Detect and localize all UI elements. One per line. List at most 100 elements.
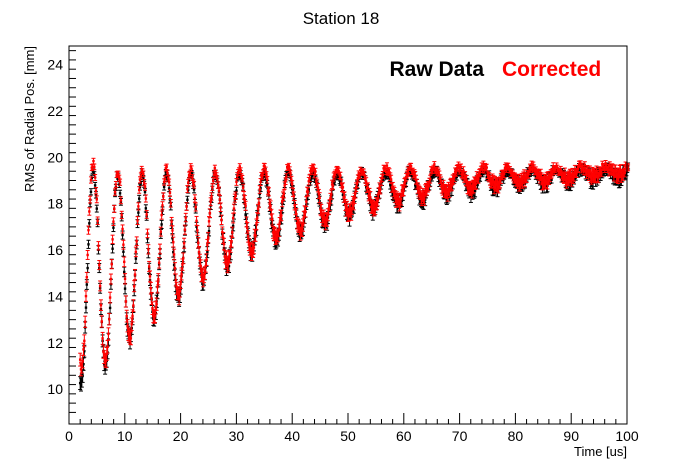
- data-point: [195, 225, 200, 236]
- data-point: [143, 194, 148, 203]
- data-point: [197, 245, 202, 259]
- data-point: [159, 210, 164, 220]
- data-point: [240, 175, 245, 183]
- data-point: [83, 290, 88, 302]
- data-point: [93, 174, 98, 181]
- data-point: [184, 202, 189, 211]
- data-point: [167, 188, 172, 197]
- data-point: [94, 204, 99, 213]
- data-point: [97, 259, 102, 271]
- data-point: [173, 273, 178, 287]
- data-point: [99, 315, 104, 328]
- data-point: [162, 175, 167, 183]
- y-tick-label: 24: [47, 57, 63, 73]
- data-point: [180, 258, 185, 271]
- data-point: [159, 219, 164, 230]
- data-point: [106, 327, 111, 341]
- data-point: [96, 241, 101, 251]
- data-point: [161, 192, 166, 201]
- data-point: [305, 187, 310, 197]
- data-point: [85, 250, 90, 260]
- data-point: [135, 216, 140, 226]
- data-point: [307, 174, 312, 183]
- x-tick-label: 90: [563, 428, 579, 444]
- data-point: [327, 199, 332, 211]
- data-point: [210, 183, 215, 191]
- data-point: [207, 225, 212, 237]
- data-point: [234, 186, 239, 195]
- y-tick-label: 18: [47, 196, 63, 212]
- data-point: [167, 184, 172, 193]
- data-point: [329, 189, 334, 200]
- data-point: [244, 216, 249, 228]
- data-point: [178, 275, 183, 289]
- data-point: [95, 216, 100, 226]
- data-point: [83, 301, 88, 314]
- data-point: [123, 282, 128, 295]
- y-tick-label: 12: [47, 335, 63, 351]
- data-point: [143, 183, 148, 191]
- data-point: [113, 188, 118, 196]
- data-point: [289, 175, 294, 184]
- data-point: [194, 215, 199, 226]
- data-point: [170, 225, 175, 236]
- y-tick-label: 16: [47, 242, 63, 258]
- data-point: [142, 179, 147, 187]
- data-point: [614, 169, 619, 183]
- data-point: [156, 273, 161, 286]
- data-point: [88, 195, 93, 204]
- data-point: [233, 191, 238, 200]
- data-point: [82, 334, 87, 348]
- data-point: [219, 214, 224, 226]
- data-point: [86, 239, 91, 249]
- data-point: [107, 312, 112, 326]
- data-point: [177, 283, 182, 298]
- data-point: [123, 295, 128, 308]
- data-point: [313, 167, 318, 176]
- data-point: [256, 203, 261, 215]
- data-point: [221, 237, 226, 251]
- data-point: [157, 257, 162, 269]
- data-point: [105, 340, 110, 354]
- y-tick-label: 10: [47, 381, 63, 397]
- data-point: [160, 201, 165, 210]
- x-tick-label: 20: [173, 428, 189, 444]
- data-point: [217, 194, 222, 204]
- data-point: [149, 291, 154, 306]
- data-point: [113, 181, 118, 189]
- data-point: [120, 224, 125, 234]
- data-point: [167, 178, 172, 186]
- data-point: [245, 222, 250, 234]
- data-point: [158, 226, 163, 237]
- data-point: [338, 171, 343, 180]
- data-point: [207, 208, 212, 218]
- data-point: [218, 202, 223, 213]
- data-point: [204, 253, 209, 266]
- data-point: [266, 187, 271, 197]
- x-tick-label: 0: [65, 428, 73, 444]
- data-point: [122, 266, 127, 278]
- data-point: [181, 252, 186, 265]
- data-point: [83, 315, 88, 328]
- data-point: [133, 268, 138, 281]
- data-point: [172, 248, 177, 261]
- data-point: [98, 280, 103, 292]
- y-tick-label: 22: [47, 103, 63, 119]
- data-point: [111, 217, 116, 226]
- data-points: [78, 157, 631, 392]
- x-axis-title: Time [us]: [574, 444, 627, 459]
- y-tick-label: 14: [47, 288, 63, 304]
- data-point: [129, 317, 134, 332]
- data-point: [342, 191, 347, 203]
- data-point: [146, 244, 151, 255]
- data-point: [206, 231, 211, 244]
- data-point: [169, 216, 174, 227]
- x-tick-label: 40: [284, 428, 300, 444]
- data-point: [192, 194, 197, 203]
- data-point: [300, 218, 305, 232]
- data-point: [92, 163, 97, 171]
- data-point: [157, 243, 162, 255]
- data-point: [86, 225, 91, 235]
- data-point: [182, 237, 187, 249]
